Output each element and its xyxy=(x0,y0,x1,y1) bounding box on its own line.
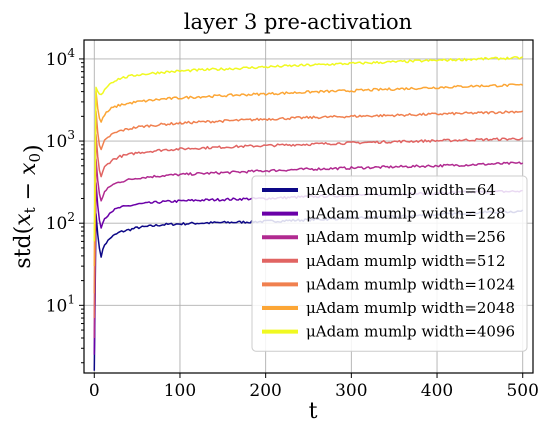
x-tick-label: 0 xyxy=(89,381,100,401)
x-tick-label: 500 xyxy=(506,381,538,401)
plot-frame xyxy=(83,39,534,374)
legend: μAdam mumlp width=64 μAdam mumlp width=12… xyxy=(251,175,528,352)
series-line-5 xyxy=(93,110,523,294)
chart-title: layer 3 pre-activation xyxy=(184,10,412,34)
x-tick-label: 300 xyxy=(335,381,367,401)
series-line-7 xyxy=(93,56,523,242)
legend-label: μAdam mumlp width=2048 xyxy=(306,299,515,317)
x-tick-label: 400 xyxy=(421,381,453,401)
legend-label: μAdam mumlp width=128 xyxy=(306,205,506,223)
tick-layer: 0 100 200 300 400 500 101 102 103 104 xyxy=(46,46,539,401)
x-tick-label: 200 xyxy=(249,381,281,401)
x-tick-label: 100 xyxy=(164,381,196,401)
legend-label: μAdam mumlp width=512 xyxy=(306,252,506,270)
legend-label: μAdam mumlp width=4096 xyxy=(306,323,515,341)
legend-label: μAdam mumlp width=64 xyxy=(306,181,496,199)
series-line-4 xyxy=(93,133,524,319)
series-line-6 xyxy=(93,83,524,267)
y-axis-label: std(xt − x0) xyxy=(11,144,46,268)
y-tick-label: 102 xyxy=(46,210,75,234)
series-layer xyxy=(93,56,524,371)
legend-label: μAdam mumlp width=1024 xyxy=(306,275,515,293)
legend-label: μAdam mumlp width=256 xyxy=(306,228,506,246)
y-tick-label: 104 xyxy=(46,46,76,70)
x-axis-label: t xyxy=(309,399,318,424)
y-tick-label: 103 xyxy=(46,128,75,152)
legend-box xyxy=(251,175,528,352)
y-tick-label: 101 xyxy=(46,292,75,316)
series-line-3 xyxy=(93,158,524,339)
